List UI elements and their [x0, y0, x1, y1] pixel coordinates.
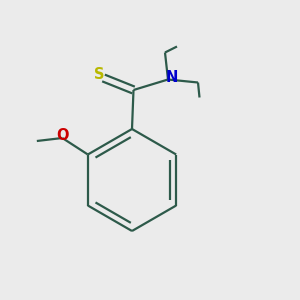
- Text: O: O: [56, 128, 69, 143]
- Text: N: N: [165, 70, 178, 85]
- Text: S: S: [94, 67, 104, 82]
